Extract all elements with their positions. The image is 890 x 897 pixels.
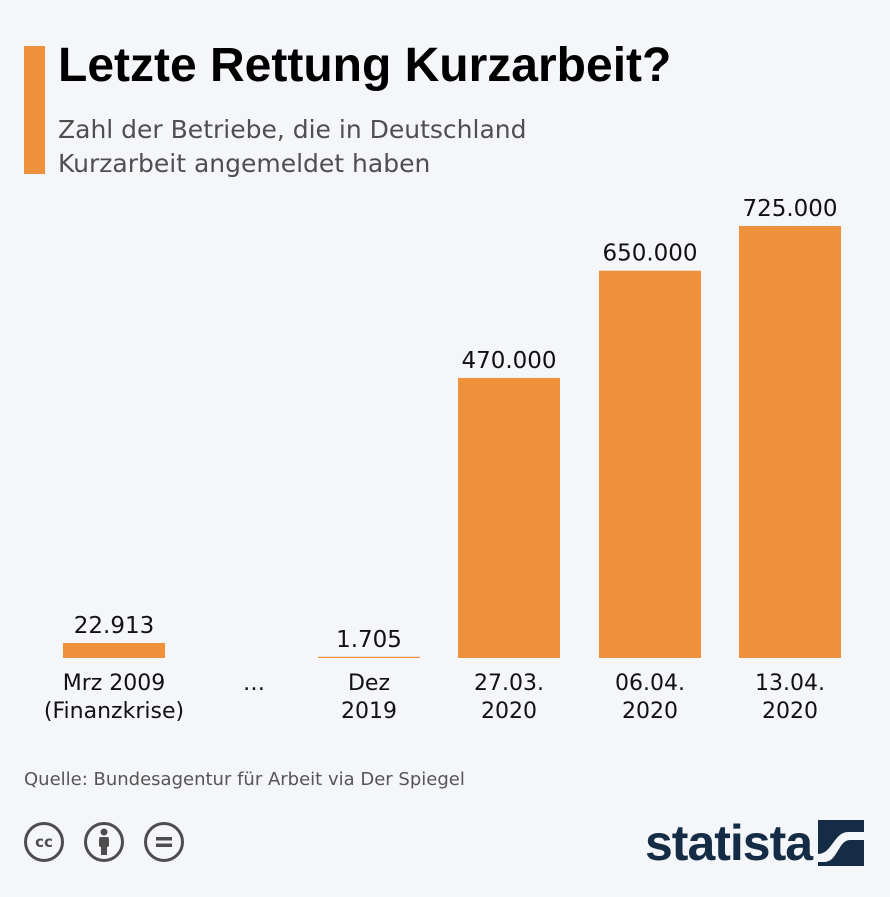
source-note: Quelle: Bundesagentur für Arbeit via Der…	[24, 769, 465, 790]
category-label-1-0: …	[243, 671, 265, 696]
category-label-0-1: (Finanzkrise)	[44, 699, 184, 724]
value-label-0: 22.913	[74, 613, 154, 639]
by-icon	[84, 822, 124, 862]
bar-3	[458, 377, 560, 658]
chart-svg: 22.913 Mrz 2009 (Finanzkrise) … 1.705 Dez 2019…	[44, 196, 841, 724]
page-title: Letzte Rettung Kurzarbeit?	[58, 39, 672, 92]
license-icons: cc	[24, 822, 184, 862]
title-accent-bar	[24, 46, 45, 174]
category-label-4-0: 06.04.	[615, 671, 685, 696]
category-label-0-0: Mrz 2009	[63, 671, 166, 696]
value-label-5: 725.000	[742, 196, 837, 222]
bar-0	[63, 643, 165, 658]
nd-icon	[144, 822, 184, 862]
category-label-2-1: 2019	[341, 699, 397, 724]
logo-mark-icon	[818, 820, 865, 866]
cc-icon: cc	[24, 822, 64, 862]
page-subtitle: Zahl der Betriebe, die in Deutschland Ku…	[58, 115, 527, 178]
value-label-4: 650.000	[602, 241, 697, 267]
value-label-3: 470.000	[461, 348, 556, 374]
value-label-2: 1.705	[336, 627, 402, 653]
bar-2	[318, 656, 420, 658]
category-label-5-1: 2020	[762, 699, 818, 724]
category-label-3-0: 27.03.	[474, 671, 544, 696]
logo-text: statista	[645, 815, 813, 871]
category-label-2-0: Dez	[348, 671, 390, 696]
bar-5	[739, 226, 841, 658]
bar-4	[599, 270, 701, 658]
category-label-3-1: 2020	[481, 699, 537, 724]
category-label-5-0: 13.04.	[755, 671, 825, 696]
statista-logo: statista	[645, 815, 865, 871]
category-label-4-1: 2020	[622, 699, 678, 724]
